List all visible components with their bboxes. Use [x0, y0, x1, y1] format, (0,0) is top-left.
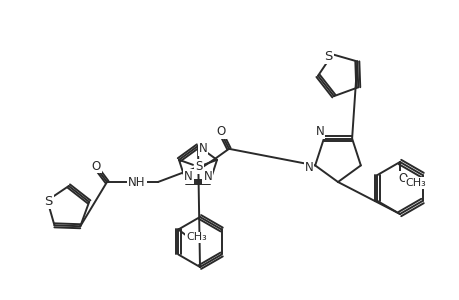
Text: N: N — [198, 142, 207, 155]
Text: N: N — [315, 125, 324, 138]
Text: N: N — [203, 170, 212, 183]
Text: S: S — [195, 160, 202, 173]
Text: S: S — [324, 50, 332, 63]
Text: S: S — [44, 195, 52, 208]
Text: O: O — [91, 160, 101, 172]
Text: NH: NH — [128, 176, 146, 188]
Text: CH₃: CH₃ — [405, 178, 425, 188]
Text: O: O — [216, 125, 225, 138]
Text: N: N — [184, 170, 192, 183]
Text: O: O — [397, 172, 407, 184]
Text: CH₃: CH₃ — [185, 232, 206, 242]
Text: N: N — [304, 161, 313, 174]
